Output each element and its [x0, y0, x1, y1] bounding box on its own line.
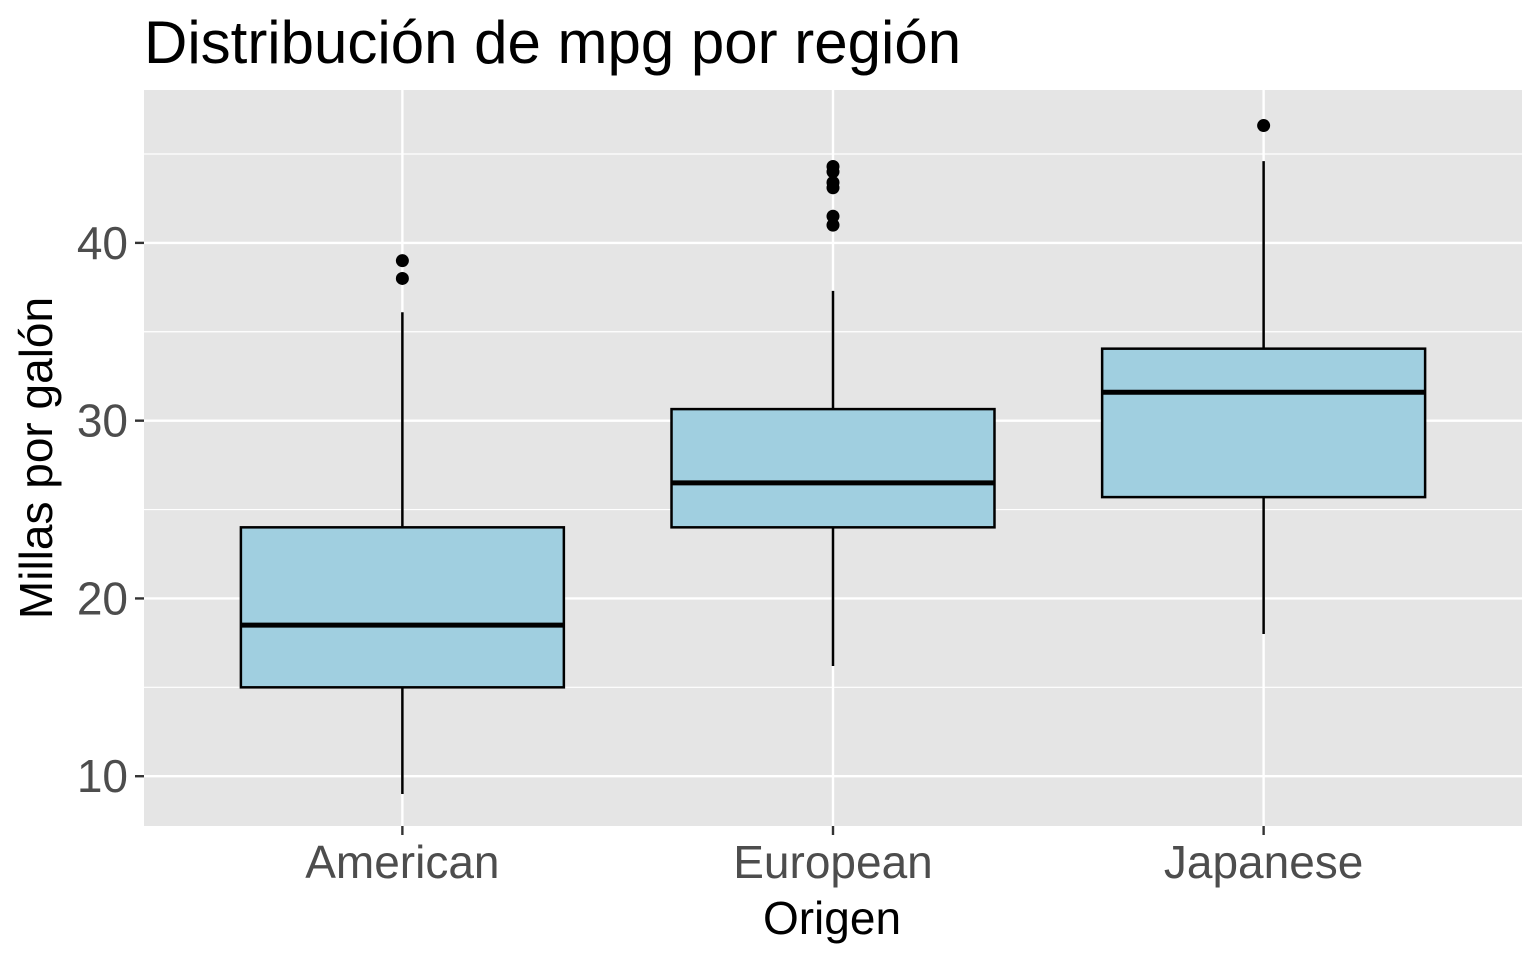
y-tick-label: 40: [77, 217, 128, 269]
y-tick-label: 10: [77, 750, 128, 802]
box-european: [670, 159, 996, 666]
box-iqr: [670, 407, 996, 529]
outlier-point: [826, 159, 840, 173]
boxes: [239, 119, 1427, 794]
x-tick-label: European: [733, 836, 933, 888]
x-axis-title: Origen: [763, 892, 901, 944]
y-tick-label: 20: [77, 572, 128, 624]
box-iqr: [239, 526, 566, 689]
outlier-point: [826, 209, 840, 223]
axes: 10 20 30 40 American European Japanese: [77, 217, 1364, 888]
outlier-point: [826, 218, 840, 232]
box-japanese: [1100, 119, 1427, 634]
box-iqr: [1100, 347, 1427, 499]
outlier-point: [395, 271, 409, 285]
y-tick-label: 30: [77, 395, 128, 447]
outlier-point: [395, 254, 409, 268]
outlier-point: [1257, 119, 1271, 133]
outlier-point: [826, 175, 840, 189]
x-tick-label: American: [305, 836, 499, 888]
y-axis-title: Millas por galón: [10, 297, 62, 619]
chart-title: Distribución de mpg por región: [144, 9, 961, 76]
box-american: [239, 254, 566, 794]
x-tick-label: Japanese: [1164, 836, 1364, 888]
